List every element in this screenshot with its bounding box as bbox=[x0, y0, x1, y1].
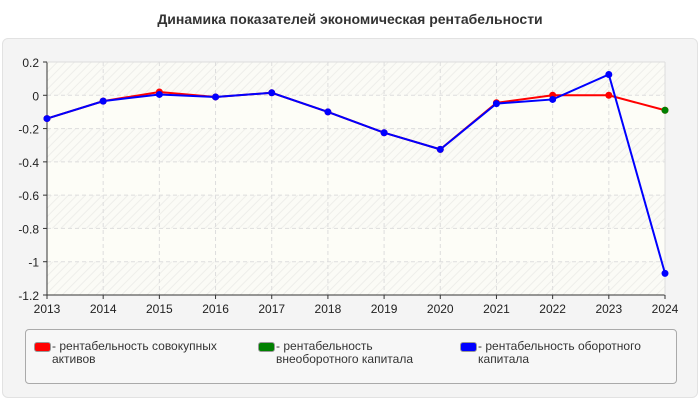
data-point-2 bbox=[380, 129, 388, 137]
x-tick-label: 2020 bbox=[427, 302, 454, 316]
data-point-2 bbox=[605, 70, 613, 78]
x-tick-label: 2015 bbox=[146, 302, 173, 316]
legend: - рентабельность совокупных активов - ре… bbox=[25, 329, 677, 384]
plot-band bbox=[47, 195, 665, 229]
x-tick-label: 2013 bbox=[34, 302, 61, 316]
plot-band bbox=[47, 261, 665, 295]
data-point-2 bbox=[661, 269, 669, 277]
x-tick-label: 2023 bbox=[595, 302, 622, 316]
y-tick-label: -1 bbox=[28, 256, 39, 270]
x-tick-label: 2021 bbox=[483, 302, 510, 316]
y-tick-label: -1.2 bbox=[18, 289, 39, 303]
chart-title: Динамика показателей экономическая рента… bbox=[157, 11, 543, 27]
x-tick-label: 2019 bbox=[371, 302, 398, 316]
legend-swatch-blue bbox=[460, 342, 477, 352]
data-point-2 bbox=[155, 90, 163, 98]
plot-band bbox=[47, 62, 665, 96]
plot-band bbox=[47, 161, 665, 196]
data-point-2 bbox=[492, 100, 500, 108]
y-tick-label: -0.4 bbox=[18, 156, 39, 170]
plot-band bbox=[47, 228, 665, 262]
legend-label: рентабельность внеоборотного капитала bbox=[276, 339, 413, 366]
legend-dash: - bbox=[52, 339, 56, 353]
x-tick-label: 2016 bbox=[202, 302, 229, 316]
series-line-2 bbox=[46, 73, 666, 274]
data-point-1 bbox=[661, 106, 669, 114]
y-tick-label: 0.2 bbox=[22, 56, 39, 70]
legend-label: рентабельность совокупных активов bbox=[52, 339, 217, 366]
data-point-2 bbox=[99, 97, 107, 105]
data-point-2 bbox=[268, 89, 276, 97]
x-tick-label: 2024 bbox=[652, 302, 679, 316]
legend-swatch-red bbox=[34, 342, 51, 352]
data-point-2 bbox=[43, 115, 51, 123]
plot-band bbox=[47, 128, 665, 162]
legend-dash: - bbox=[276, 339, 280, 353]
plot-band bbox=[47, 95, 665, 129]
y-tick-label: 0 bbox=[32, 89, 39, 103]
data-point-2 bbox=[324, 108, 332, 116]
x-tick-label: 2018 bbox=[315, 302, 342, 316]
x-tick-label: 2017 bbox=[258, 302, 285, 316]
data-point-2 bbox=[549, 95, 557, 103]
data-point-0 bbox=[605, 91, 613, 99]
y-tick-label: -0.6 bbox=[18, 189, 39, 203]
y-tick-label: -0.8 bbox=[18, 222, 39, 236]
data-point-2 bbox=[436, 145, 444, 153]
x-tick-label: 2022 bbox=[539, 302, 566, 316]
y-tick-label: -0.2 bbox=[18, 123, 39, 137]
x-tick-label: 2014 bbox=[90, 302, 117, 316]
legend-label: рентабельность оборотного капитала bbox=[478, 339, 641, 366]
legend-swatch-green bbox=[258, 342, 275, 352]
data-point-2 bbox=[212, 93, 220, 101]
legend-dash: - bbox=[478, 339, 482, 353]
